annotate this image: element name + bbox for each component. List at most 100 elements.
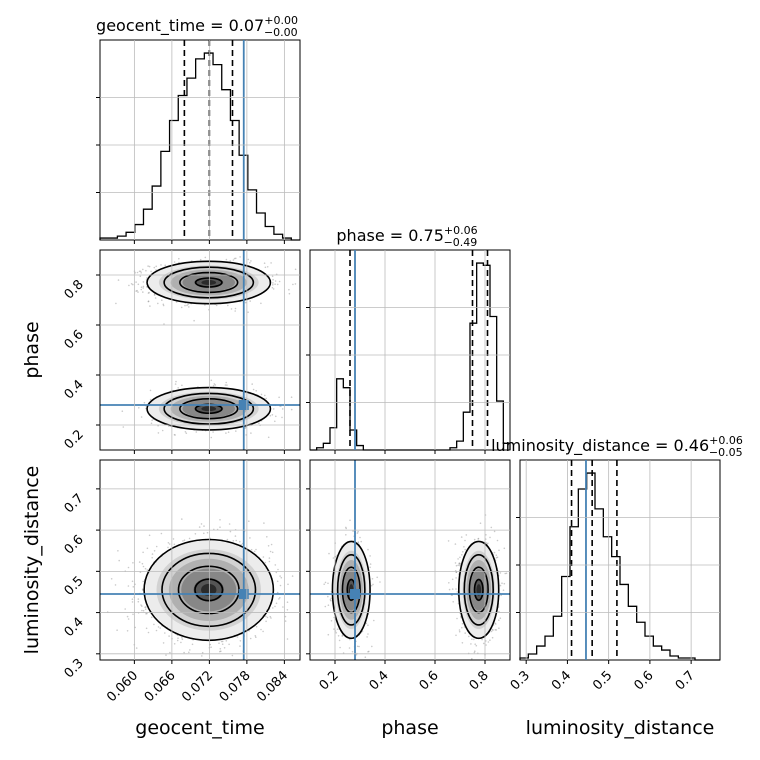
sample-point: [233, 257, 236, 260]
sample-point: [229, 260, 232, 262]
sample-point: [214, 670, 216, 672]
sample-point: [228, 643, 230, 646]
sample-point: [153, 294, 156, 296]
sample-point: [365, 622, 368, 625]
scatter-panel-phase-luminosity_distance: [306, 459, 511, 664]
sample-point: [271, 414, 274, 416]
sample-point: [258, 670, 260, 672]
sample-point: [368, 650, 370, 653]
sample-point: [265, 620, 267, 623]
sample-point: [126, 615, 129, 618]
sample-point: [234, 310, 236, 312]
sample-point: [251, 383, 253, 385]
sample-point: [137, 598, 140, 600]
sample-point: [235, 430, 237, 432]
sample-point: [162, 642, 165, 644]
sample-point: [184, 304, 186, 307]
sample-point: [332, 557, 335, 559]
sample-point: [140, 288, 143, 291]
sample-point: [274, 564, 277, 566]
sample-point: [318, 538, 320, 540]
sample-point: [218, 642, 220, 644]
sample-point: [255, 548, 257, 551]
sample-point: [339, 646, 341, 649]
sample-point: [210, 379, 213, 382]
sample-point: [260, 393, 263, 396]
histogram-grid: [520, 460, 720, 660]
sample-point: [139, 270, 142, 273]
contour-line: [163, 266, 255, 299]
sample-point: [198, 526, 201, 528]
sample-point: [176, 639, 179, 642]
sample-point: [134, 272, 136, 274]
sample-point: [270, 543, 273, 546]
panel-frame: [309, 249, 511, 451]
sample-point: [214, 384, 217, 386]
sample-point: [324, 605, 327, 608]
sample-point: [187, 303, 189, 306]
sample-point: [357, 541, 360, 543]
panel-content: [100, 518, 320, 672]
sample-point: [327, 604, 330, 606]
sample-point: [263, 262, 266, 265]
sample-point: [262, 556, 265, 558]
sample-point: [360, 540, 363, 543]
sample-point: [183, 539, 186, 541]
sample-point: [151, 419, 153, 422]
sample-point: [272, 607, 274, 609]
sample-point: [139, 275, 142, 278]
sample-point: [142, 551, 144, 554]
sample-point: [153, 623, 155, 626]
sample-point: [141, 605, 143, 607]
sample-point: [154, 297, 157, 299]
sample-point: [249, 300, 251, 302]
sample-point: [185, 432, 188, 435]
sample-point: [219, 648, 222, 650]
sample-point: [264, 266, 267, 269]
sample-point: [219, 650, 221, 653]
truth-marker: [238, 589, 249, 600]
sample-point: [495, 629, 498, 631]
sample-point: [357, 530, 359, 533]
sample-point: [200, 523, 203, 525]
sample-point: [267, 436, 270, 439]
sample-point: [281, 416, 283, 419]
sample-point: [149, 389, 152, 392]
sample-point: [271, 551, 274, 554]
sample-point: [146, 612, 148, 615]
sample-point: [142, 580, 144, 583]
sample-point: [137, 283, 140, 286]
sample-point: [268, 557, 271, 559]
sample-point: [173, 261, 176, 263]
sample-point: [290, 408, 293, 411]
title-value: phase = 0.75: [336, 226, 443, 245]
sample-point: [174, 434, 176, 436]
sample-point: [376, 576, 379, 579]
sample-point: [165, 654, 167, 656]
sample-point: [355, 653, 358, 656]
sample-point: [224, 384, 227, 386]
sample-point: [250, 432, 252, 434]
panel-frame: [99, 249, 301, 451]
sample-point: [471, 638, 473, 640]
sample-point: [341, 635, 344, 637]
sample-point: [116, 629, 118, 631]
sample-point: [458, 630, 461, 633]
sample-point: [148, 291, 150, 294]
sample-point: [292, 283, 294, 286]
sample-point: [188, 651, 190, 654]
sample-point: [290, 396, 293, 399]
sample-point: [157, 626, 160, 628]
sample-point: [178, 261, 180, 264]
sample-point: [153, 266, 156, 269]
sample-point: [352, 530, 354, 532]
sample-point: [131, 601, 134, 603]
histogram-panel-geocent_time: geocent_time = 0.07+0.00 −0.00: [96, 14, 301, 244]
sample-point: [213, 383, 216, 385]
title-upper-error: +0.06: [444, 224, 478, 237]
sample-point: [135, 647, 138, 649]
sample-point: [122, 426, 125, 428]
histogram-grid: [310, 250, 510, 450]
sample-point: [181, 384, 183, 387]
sample-point: [153, 550, 156, 552]
